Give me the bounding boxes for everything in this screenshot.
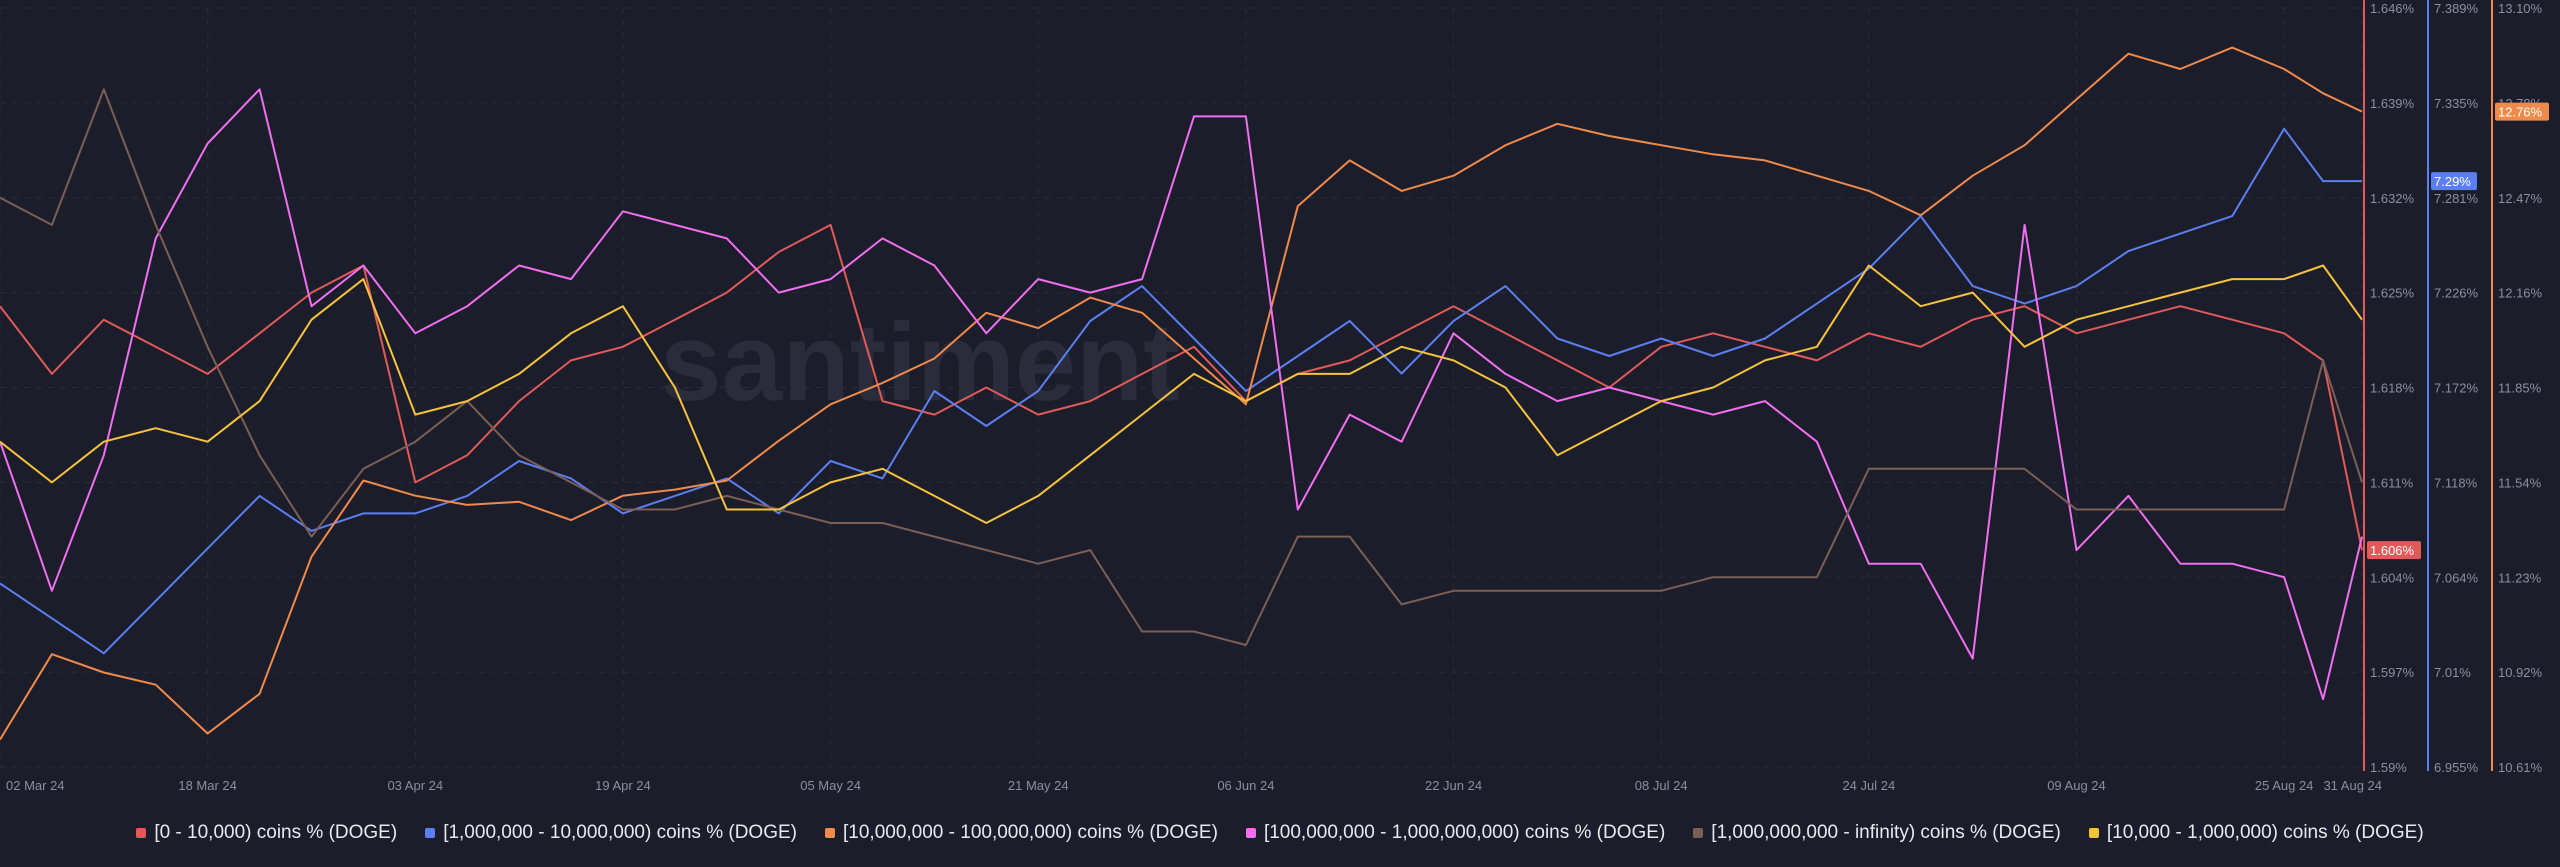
axis-tick-label: 11.54% (2498, 475, 2542, 490)
axes: 1.646% 1.639% 1.632% 1.625% 1.618% 1.611% 1.60… (2363, 0, 2549, 775)
x-tick-label: 18 Mar 24 (178, 778, 237, 793)
legend-item-4[interactable]: [100,000,000 - 1,000,000,000) coins % (D… (1245, 822, 1666, 844)
legend-label: [0 - 10,000) coins % (DOGE) (154, 822, 398, 843)
axis-tick-label: 1.618% (2370, 381, 2415, 396)
legend-item-6[interactable]: [10,000 - 1,000,000) coins % (DOGE) (2088, 822, 2424, 844)
axis-tick-label: 7.389% (2434, 1, 2479, 16)
legend-label: [10,000,000 - 100,000,000) coins % (DOGE… (843, 822, 1218, 843)
x-tick-label: 09 Aug 24 (2047, 778, 2106, 793)
axis-tick-label: 11.23% (2498, 570, 2542, 585)
legend-swatch (825, 828, 835, 838)
axis-tick-label: 1.59% (2370, 760, 2407, 775)
last-value-label: 12.76% (2498, 105, 2543, 120)
x-tick-label: 02 Mar 24 (6, 778, 65, 793)
legend-label: [100,000,000 - 1,000,000,000) coins % (D… (1263, 822, 1666, 843)
last-value-label: 7.29% (2434, 174, 2471, 189)
legend: [0 - 10,000) coins % (DOGE) [1,000,000 - … (0, 815, 2560, 851)
axis-tick-label: 1.646% (2370, 1, 2415, 16)
legend-swatch (2088, 828, 2099, 838)
series-line-1 (0, 223, 2363, 551)
last-value-badge (2367, 541, 2421, 560)
legend-swatch (136, 828, 147, 838)
x-tick-label: 08 Jul 24 (1635, 778, 1688, 793)
last-value-badge (2431, 172, 2477, 191)
axis-tick-label: 1.604% (2370, 570, 2415, 585)
legend-swatch (1245, 828, 1256, 838)
axis-tick-label: 7.226% (2434, 286, 2479, 301)
axis-tick-label: 13.10% (2498, 1, 2543, 16)
legend-item-3[interactable]: [10,000,000 - 100,000,000) coins % (DOGE… (825, 822, 1218, 844)
axis-tick-label: 10.92% (2498, 665, 2543, 680)
axis-tick-label: 7.281% (2434, 191, 2479, 206)
x-tick-label: 19 Apr 24 (595, 778, 651, 793)
chart-canvas: santiment 1.646% 1.639% 1.632% 1.625% 1.618%… (0, 0, 2549, 793)
x-tick-label: 03 Apr 24 (387, 778, 443, 793)
legend-swatch (425, 828, 436, 838)
axis-tick-label: 1.632% (2370, 191, 2415, 206)
axis-tick-label: 6.955% (2434, 760, 2479, 775)
axis-tick-label: 1.625% (2370, 286, 2415, 301)
series-line-2 (0, 127, 2362, 655)
x-tick-label: 25 Aug 24 (2255, 778, 2314, 793)
axis-tick-label: 7.118% (2434, 475, 2478, 490)
axis-tick-label: 7.064% (2434, 570, 2479, 585)
x-tick-label: 22 Jun 24 (1425, 778, 1482, 793)
axis-tick-label: 1.611% (2370, 475, 2414, 490)
x-tick-label: 05 May 24 (800, 778, 861, 793)
x-tick-label: 31 Aug 24 (2323, 778, 2382, 793)
series-layer (0, 46, 2363, 741)
axis-tick-label: 7.01% (2434, 665, 2471, 680)
legend-item-1[interactable]: [0 - 10,000) coins % (DOGE) (136, 822, 397, 844)
axis-tick-label: 10.61% (2498, 760, 2543, 775)
last-value-label: 1.606% (2370, 543, 2415, 558)
legend-label: [1,000,000,000 - infinity) coins % (DOGE… (1711, 822, 2061, 843)
x-axis: 02 Mar 24 18 Mar 24 03 Apr 24 19 Apr 24 05 M… (6, 778, 2382, 793)
series-line-4 (0, 88, 2363, 701)
legend-label: [1,000,000 - 10,000,000) coins % (DOGE) (443, 822, 797, 843)
x-tick-label: 21 May 24 (1008, 778, 1069, 793)
axis-tick-label: 1.639% (2370, 96, 2415, 111)
axis-tick-label: 7.335% (2434, 96, 2479, 111)
grid (0, 7, 2363, 768)
watermark: santiment (660, 301, 1180, 424)
axis-tick-label: 11.85% (2498, 381, 2542, 396)
axis-tick-label: 12.47% (2498, 191, 2543, 206)
legend-item-2[interactable]: [1,000,000 - 10,000,000) coins % (DOGE) (425, 822, 797, 844)
series-line-5 (0, 88, 2363, 646)
axis-tick-label: 1.597% (2370, 665, 2415, 680)
x-tick-label: 06 Jun 24 (1217, 778, 1274, 793)
last-value-badge (2495, 102, 2549, 121)
axis-tick-label: 12.16% (2498, 286, 2543, 301)
legend-label: [10,000 - 1,000,000) coins % (DOGE) (2106, 822, 2424, 843)
axis-tick-label: 7.172% (2434, 381, 2479, 396)
series-line-6 (0, 264, 2363, 524)
legend-swatch (1693, 828, 1704, 838)
x-tick-label: 24 Jul 24 (1842, 778, 1895, 793)
legend-item-5[interactable]: [1,000,000,000 - infinity) coins % (DOGE… (1693, 822, 2061, 844)
series-line-3 (0, 46, 2363, 741)
